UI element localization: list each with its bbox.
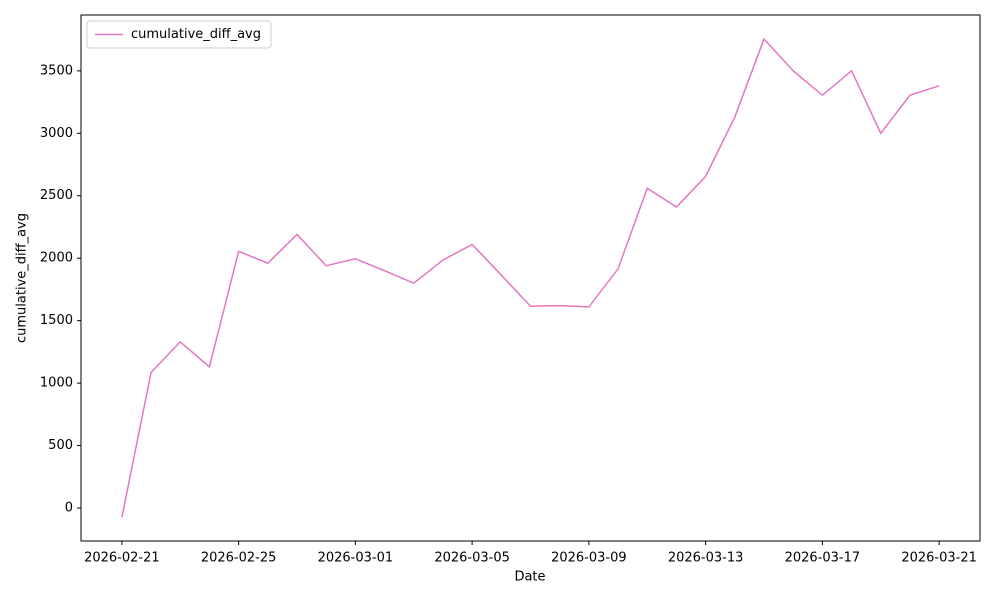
y-tick-label: 2000 bbox=[40, 251, 73, 266]
y-tick-label: 3500 bbox=[40, 63, 73, 78]
x-tick-label: 2026-02-25 bbox=[201, 551, 277, 566]
x-tick-label: 2026-03-17 bbox=[785, 551, 861, 566]
x-tick-label: 2026-03-01 bbox=[318, 551, 394, 566]
line-series bbox=[121, 37, 940, 518]
y-tick-label: 0 bbox=[65, 501, 73, 516]
x-tick-label: 2026-03-09 bbox=[551, 551, 627, 566]
y-tick-label: 2500 bbox=[40, 188, 73, 203]
y-tick-label: 1500 bbox=[40, 313, 73, 328]
plot-frame bbox=[80, 14, 981, 542]
x-tick-label: 2026-03-05 bbox=[434, 551, 510, 566]
legend-label: cumulative_diff_avg bbox=[131, 27, 261, 42]
y-tick-label: 1000 bbox=[40, 376, 73, 391]
legend-box bbox=[86, 20, 272, 49]
x-tick-label: 2026-03-13 bbox=[668, 551, 744, 566]
y-tick-label: 3000 bbox=[40, 126, 73, 141]
x-axis-label: Date bbox=[514, 570, 545, 585]
y-tick-label: 500 bbox=[48, 438, 73, 453]
x-tick-label: 2026-03-21 bbox=[901, 551, 977, 566]
x-tick-label: 2026-02-21 bbox=[84, 551, 160, 566]
y-axis-label: cumulative_diff_avg bbox=[15, 213, 30, 343]
